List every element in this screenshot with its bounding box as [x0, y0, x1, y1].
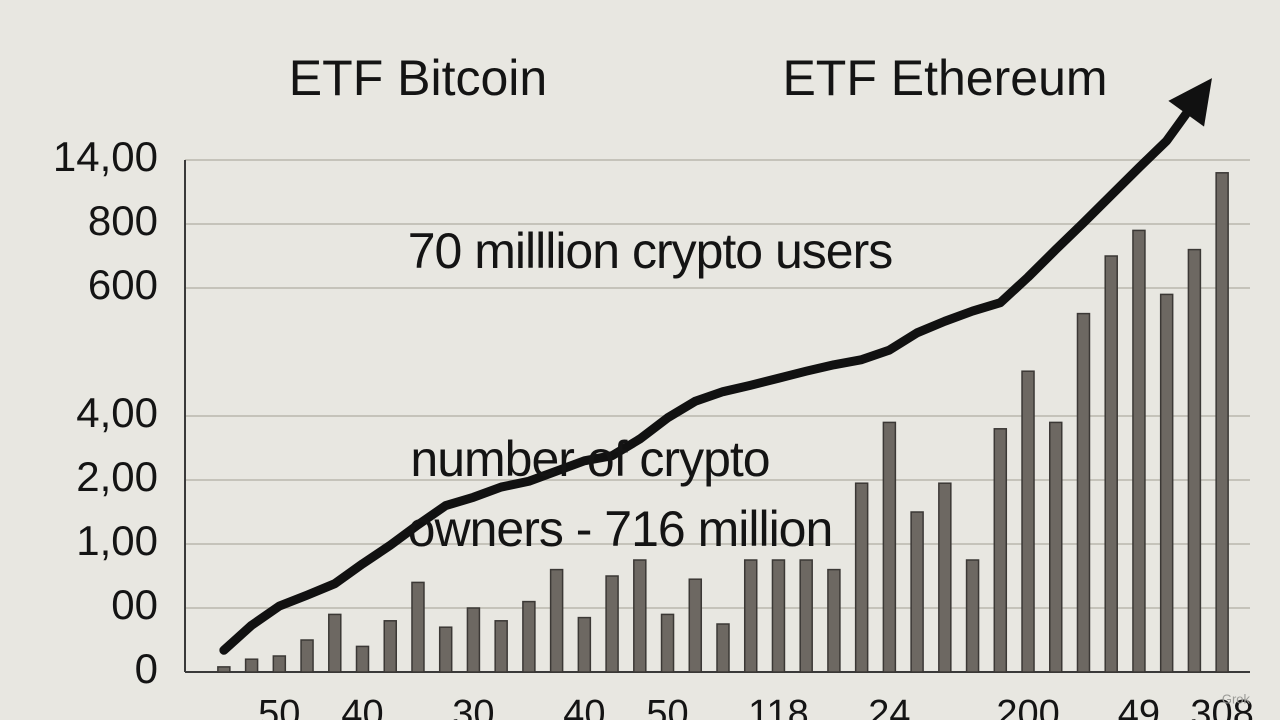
x-tick-label: 40: [341, 693, 383, 720]
x-tick-label: 308: [1190, 693, 1253, 720]
bar: [1076, 312, 1091, 673]
y-tick-label: 2,00: [76, 453, 158, 500]
bar: [1159, 293, 1174, 673]
bar: [383, 620, 397, 673]
chart-title: ETF Bitcoin: [289, 50, 547, 106]
bar: [355, 645, 370, 673]
bar: [300, 639, 314, 673]
bar: [605, 575, 619, 673]
bar: [827, 568, 841, 673]
x-tick-label: 30: [452, 693, 494, 720]
bar: [993, 428, 1008, 673]
bar: [244, 658, 259, 673]
annotation: number of crypto: [410, 431, 769, 487]
x-tick-label: 49: [1118, 693, 1160, 720]
bar: [494, 620, 508, 673]
x-tick-label: 24: [868, 693, 910, 720]
y-tick-label: 1,00: [76, 517, 158, 564]
bar: [882, 421, 897, 673]
y-tick-label: 00: [111, 581, 158, 628]
bar: [771, 559, 786, 673]
x-tick-label: 50: [258, 693, 300, 720]
x-tick-label: 40: [563, 693, 605, 720]
annotation: 70 milllion crypto users: [408, 223, 893, 279]
bar: [1104, 255, 1118, 673]
y-tick-label: 600: [88, 261, 158, 308]
bar: [411, 581, 425, 673]
bar: [1215, 172, 1229, 673]
bar: [328, 613, 342, 673]
bar: [217, 666, 231, 673]
bar: [743, 559, 758, 673]
y-tick-label: 0: [135, 645, 158, 692]
bar: [549, 568, 564, 673]
bar: [688, 578, 703, 673]
bar: [910, 511, 924, 673]
trend-line: [219, 97, 1199, 655]
watermark: Grok: [1222, 691, 1251, 706]
y-tick-label: 800: [88, 197, 158, 244]
arrow-head: [1168, 78, 1212, 127]
bar: [965, 559, 980, 673]
x-tick-label: 118: [748, 693, 809, 720]
bar: [522, 600, 536, 673]
chart-title: ETF Ethereum: [782, 50, 1107, 106]
x-tick-label: 50: [646, 693, 688, 720]
bar: [272, 655, 287, 673]
bar: [1187, 248, 1202, 673]
bar: [799, 559, 813, 673]
bar: [1021, 370, 1035, 673]
y-tick-label: 14,00: [53, 133, 158, 180]
annotation: owners - 716 million: [408, 501, 833, 557]
bar: [466, 607, 481, 673]
bar: [1132, 229, 1146, 673]
bar: [438, 626, 453, 673]
bar: [938, 482, 952, 673]
bar: [716, 623, 730, 673]
bar: [577, 616, 592, 673]
bar: [1049, 421, 1063, 673]
bar: [660, 613, 675, 673]
bar: [633, 559, 647, 673]
x-tick-label: 200: [996, 693, 1059, 720]
y-tick-label: 4,00: [76, 389, 158, 436]
bar: [854, 482, 869, 673]
